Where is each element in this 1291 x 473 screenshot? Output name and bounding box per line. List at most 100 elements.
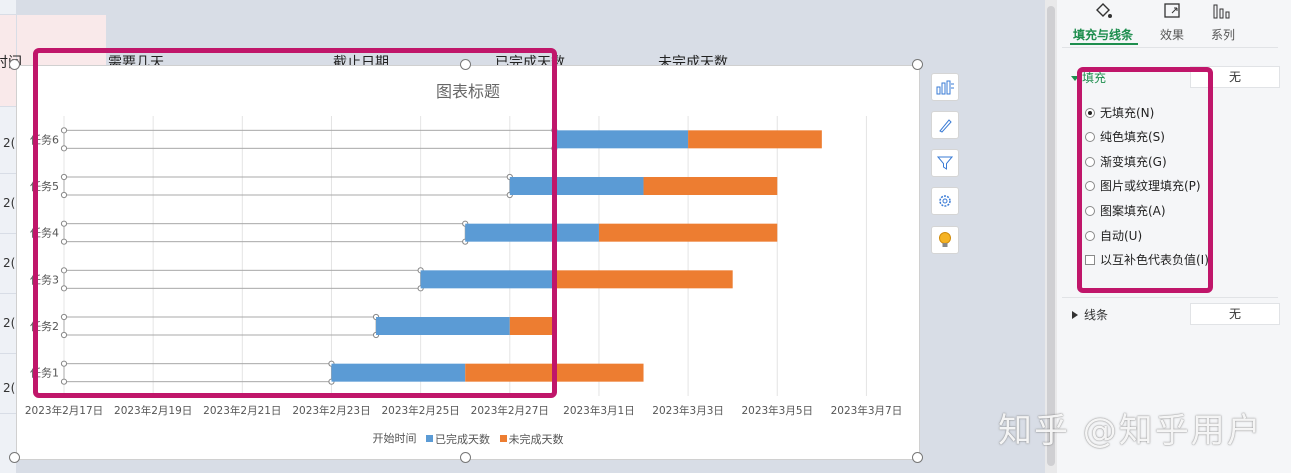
line-dropdown[interactable]: 无	[1190, 303, 1280, 325]
completed-days-bar	[509, 177, 644, 195]
completed-days-bar	[420, 270, 555, 289]
row-header-strip	[0, 0, 16, 473]
filter-icon	[937, 156, 953, 170]
chart-filter-button[interactable]	[931, 149, 959, 177]
invert-negative-option[interactable]: 以互补色代表负值(I)	[1085, 251, 1209, 268]
legend-swatch-remaining	[499, 435, 507, 442]
bar-selection-handle	[60, 360, 68, 367]
x-tick-label: 2023年3月3日	[652, 404, 724, 417]
radio[interactable]	[1085, 205, 1095, 216]
radio[interactable]	[1085, 230, 1095, 241]
triangle-right-icon	[1072, 310, 1078, 319]
x-tick-label: 2023年2月25日	[381, 404, 459, 417]
legend-label-completed: 已完成天数	[435, 432, 490, 446]
series-icon	[1213, 4, 1230, 19]
remaining-days-bar	[554, 270, 733, 289]
fill-option-picture[interactable]: 图片或纹理填充(P)	[1085, 177, 1201, 194]
bar-selection-handle	[60, 220, 68, 227]
fill-option-label: 无填充(N)	[1100, 106, 1155, 120]
bar-selection-handle	[60, 267, 68, 274]
remaining-days-bar	[509, 317, 555, 335]
legend-label-remaining: 未完成天数	[508, 432, 564, 446]
remaining-days-bar	[643, 177, 778, 195]
line-section-label: 线条	[1084, 308, 1109, 322]
bar-selection-handle	[60, 191, 68, 199]
radio[interactable]	[1085, 131, 1095, 142]
bar-selection-handle	[60, 313, 68, 321]
legend-item-completed: 已完成天数	[426, 431, 490, 447]
invert-negative-label: 以互补色代表负值(I)	[1100, 253, 1209, 267]
resize-handle-top-middle[interactable]	[460, 59, 471, 70]
scrollbar-thumb[interactable]	[1047, 6, 1055, 466]
resize-handle-top-left[interactable]	[9, 59, 20, 70]
completed-days-bar	[331, 363, 466, 382]
chart-style-button[interactable]	[931, 111, 959, 139]
bar-selection-handle	[60, 378, 68, 385]
radio[interactable]	[1085, 156, 1095, 167]
panel-divider	[1062, 47, 1278, 48]
chart-elements-button[interactable]	[931, 73, 959, 101]
tab-series[interactable]: 系列	[1188, 0, 1258, 43]
chart-legend[interactable]: 开始时间 已完成天数 未完成天数	[17, 430, 919, 447]
tab-series-label: 系列	[1210, 28, 1235, 42]
chart-elements-icon	[936, 80, 954, 95]
chart-tips-button[interactable]	[931, 226, 959, 254]
row-label: 2(	[3, 256, 16, 270]
row-label: 2(	[3, 136, 16, 150]
fill-option-solid[interactable]: 纯色填充(S)	[1085, 128, 1165, 145]
bar-selection-handle	[60, 173, 68, 181]
remaining-days-bar	[598, 223, 778, 242]
resize-handle-bottom-middle[interactable]	[460, 452, 471, 463]
x-tick-label: 2023年3月7日	[831, 404, 903, 417]
x-tick-label: 2023年2月21日	[203, 404, 281, 417]
tab-fill-and-line-label: 填充与线条	[1072, 28, 1133, 42]
bar-selection-handle	[60, 127, 68, 134]
x-tick-label: 2023年2月23日	[292, 404, 370, 417]
fill-option-label: 纯色填充(S)	[1100, 130, 1165, 144]
x-tick-label: 2023年3月5日	[741, 404, 813, 417]
fill-option-label: 图片或纹理填充(P)	[1100, 179, 1201, 193]
radio-selected[interactable]	[1085, 107, 1095, 118]
x-tick-label: 2023年3月1日	[563, 404, 635, 417]
x-tick-label: 2023年2月17日	[25, 404, 103, 417]
bar-selection-handle	[60, 331, 68, 339]
fill-option-none[interactable]: 无填充(N)	[1085, 104, 1154, 121]
fill-option-label: 渐变填充(G)	[1100, 155, 1167, 169]
watermark: 知乎 @知乎用户	[998, 411, 1263, 451]
radio[interactable]	[1085, 180, 1095, 191]
highlight-box-chart-area	[33, 48, 557, 398]
highlight-box-fill-options	[1077, 67, 1213, 293]
fill-option-pattern[interactable]: 图案填充(A)	[1085, 202, 1166, 219]
x-tick-label: 2023年2月27日	[471, 404, 549, 417]
legend-swatch-completed	[426, 435, 433, 442]
completed-days-bar	[376, 317, 510, 335]
legend-label-start: 开始时间	[372, 432, 417, 445]
tab-fill-and-line[interactable]: 填充与线条	[1068, 0, 1138, 43]
resize-handle-bottom-left[interactable]	[9, 452, 20, 463]
chart-title[interactable]: 图表标题	[435, 82, 500, 101]
bar-selection-handle	[60, 238, 68, 245]
x-tick-label: 2023年2月19日	[114, 404, 192, 417]
row-label: 2(	[3, 316, 16, 330]
gear-icon	[939, 195, 951, 207]
checkbox[interactable]	[1085, 254, 1095, 265]
legend-item-start: 开始时间	[373, 430, 417, 446]
completed-days-bar	[554, 130, 689, 149]
effects-icon	[1164, 3, 1180, 18]
brush-icon	[939, 119, 952, 133]
tab-effects-label: 效果	[1159, 28, 1184, 42]
fill-option-label: 图案填充(A)	[1100, 204, 1166, 218]
legend-item-remaining: 未完成天数	[499, 431, 564, 447]
resize-handle-top-right[interactable]	[912, 59, 923, 70]
fill-option-gradient[interactable]: 渐变填充(G)	[1085, 153, 1167, 170]
lightbulb-icon	[939, 232, 951, 247]
chart-plot[interactable]: 2023年2月17日 2023年2月19日 2023年2月21日 2023年2月23日…	[17, 66, 919, 459]
fill-option-auto[interactable]: 自动(U)	[1085, 227, 1142, 244]
row-label: 2(	[3, 381, 16, 395]
chart-settings-button[interactable]	[931, 187, 959, 215]
resize-handle-bottom-right[interactable]	[912, 452, 923, 463]
line-section-header[interactable]: 线条	[1071, 306, 1108, 323]
completed-days-bar	[465, 223, 599, 242]
tab-effects[interactable]: 效果	[1137, 0, 1207, 43]
paint-bucket-icon	[1096, 3, 1112, 18]
